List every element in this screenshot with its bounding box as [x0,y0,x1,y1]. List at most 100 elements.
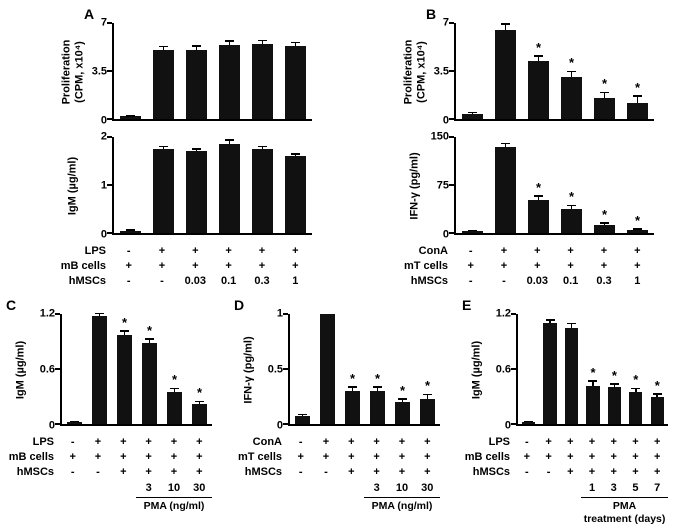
condition-cell: + [567,245,574,257]
y-tick-label: 7 [442,16,449,29]
error-bar-cap [524,420,534,423]
condition-cell: + [196,436,203,448]
panel-letter-E: E [462,297,472,313]
condition-cell: + [500,260,508,272]
condition-cell: - [468,275,473,287]
condition-row-label: hMSCs [244,466,282,478]
dose-value [559,483,581,494]
y-tick-mark [55,423,60,425]
condition-cells: - - + + + + [288,467,440,478]
y-axis-ticks: 0 0.6 1.2 [492,308,516,431]
bar [462,113,483,119]
condition-cell: + [424,436,431,448]
bar [629,391,643,424]
condition-cell: + [567,451,574,463]
plot-area [107,136,312,235]
bar-slot [246,23,279,119]
bar-slot: * [522,137,555,233]
bar [594,98,615,119]
condition-cell: + [610,466,617,478]
dose-value: 5 [632,482,639,494]
error-bar [148,338,151,344]
panel-letter-C: C [6,297,17,313]
y-tick-mark [107,118,112,120]
dose-axis-label: PMA (ng/ml) [364,497,440,513]
condition-cell: + [634,245,641,257]
condition-cell: + [348,451,355,463]
bar-slot: * [647,314,668,424]
error-bar [98,313,101,316]
panel-letter-A: A [84,6,95,22]
condition-row-label: mT cells [237,451,282,463]
condition-row: mB cells + + + + + + [58,259,342,274]
bars-area: * * * * [290,314,440,424]
dose-cells: 3 10 30 [288,483,440,494]
y-tick-label: 3.5 [433,65,449,78]
error-bar-cap [70,420,79,423]
condition-row-label: hMSCs [410,275,448,287]
condition-cell: + [258,245,266,257]
y-tick-label: 0 [100,114,107,127]
y-tick-label: 1 [276,307,283,320]
bar-slot [180,23,213,119]
condition-cell: + [632,466,639,478]
condition-cell: - [324,466,328,478]
error-bar [426,394,429,399]
bar [528,199,549,233]
bar [495,29,516,119]
bar [186,50,207,119]
bar [166,391,183,424]
dose-value: 7 [654,482,661,494]
error-bar [549,319,551,324]
panel-E: E IgM (µg/ml) 0 0.6 1.2 * * * * LPS - + + + + + + mB cell… [456,297,684,525]
y-axis-ticks: 0 0.5 1 [264,308,288,431]
condition-cell: + [292,260,299,272]
error-bar [351,386,354,391]
y-axis-ticks: 0 3.5 7 [430,17,454,126]
y-tick-mark [107,22,112,24]
y-tick-mark [449,184,454,186]
error-bar-cap [588,380,598,382]
condition-cells: - + + + + + [112,246,312,257]
condition-cell: + [225,260,232,272]
error-bar [636,95,639,103]
y-tick-label: 3.5 [91,65,107,78]
error-bar-cap [120,330,129,332]
y-tick-label: 1.2 [39,307,55,320]
error-bar [504,143,507,147]
condition-cell: + [398,436,406,448]
bars-area: * * * * [62,312,212,424]
bar-slot [114,137,147,233]
error-bar [162,46,165,51]
bar-slot: * [365,314,390,424]
error-bar-cap [145,338,154,340]
bar [522,422,536,424]
condition-cell: - [468,245,473,257]
y-tick-mark [283,423,288,425]
y-tick-label: 0.6 [39,363,55,376]
error-bar-cap [501,142,510,145]
y-axis-label: IFN-γ (pg/ml) [408,152,421,220]
condition-row: LPS - + + + + + [6,435,228,450]
bar [319,314,336,424]
bar [120,116,141,119]
y-tick-label: 0.5 [267,363,283,376]
condition-cell: - [502,275,506,287]
error-bar-cap [567,70,576,72]
condition-cell: + [94,436,102,448]
bar-slot: * [625,314,646,424]
significance-star: * [171,372,178,388]
condition-cell: + [653,466,661,478]
bar [627,102,648,119]
y-tick-mark [107,184,112,186]
condition-cell: + [322,451,330,463]
bar-slot [87,312,112,424]
condition-rows: ConA - + + + + + mT cells + + + + + + hMSCs - - 0.03 0.1 0.… [400,244,684,289]
condition-cell: + [534,245,541,257]
y-axis-label-area: IFN-γ (pg/ml) [400,137,430,235]
error-bar-cap [258,145,267,148]
condition-cells: - + + + + + + [516,437,668,448]
condition-row-label: LPS [32,436,54,448]
condition-row: hMSCs - - + + + + [6,465,228,480]
condition-row-label: mT cells [403,260,448,272]
